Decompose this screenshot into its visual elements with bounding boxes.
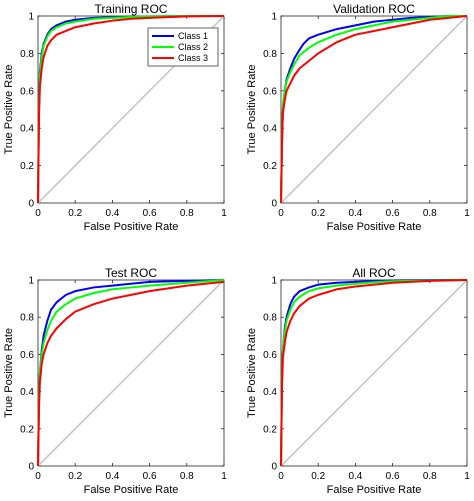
roc-curve-class-2	[280, 15, 467, 204]
x-tick-label: 0	[278, 471, 284, 482]
x-axis-label: False Positive Rate	[84, 484, 179, 496]
y-axis-label: True Positive Rate	[246, 328, 258, 418]
y-tick-label: 0.2	[263, 424, 277, 435]
x-tick-label: 0.4	[348, 208, 362, 219]
x-tick-label: 0.8	[423, 208, 437, 219]
x-tick-label: 0.6	[386, 208, 400, 219]
legend-label: Class 1	[178, 31, 208, 41]
x-tick-label: 0	[35, 208, 41, 219]
chart-title: Validation ROC	[333, 2, 415, 16]
roc-curve-class-2	[37, 15, 224, 204]
roc-curve-class-3	[37, 15, 225, 204]
y-axis-label: True Positive Rate	[3, 328, 15, 418]
x-tick-label: 0.8	[180, 471, 194, 482]
y-tick-label: 0.6	[263, 350, 277, 361]
y-axis-label: True Positive Rate	[3, 64, 15, 154]
x-tick-label: 0	[278, 208, 284, 219]
x-tick-label: 0.2	[68, 471, 82, 482]
y-tick-label: 0.8	[20, 49, 34, 60]
x-tick-label: 0.8	[423, 471, 437, 482]
x-axis-label: False Positive Rate	[84, 221, 179, 233]
x-axis-label: False Positive Rate	[327, 484, 422, 496]
x-tick-label: 0.4	[105, 208, 119, 219]
roc-panel-1: 0 0.2 0.4 0.6 0.8 1 0 0.2 0.4 0.6 0.8 1 Training ROC…	[3, 2, 227, 233]
y-tick-label: 1	[271, 12, 277, 23]
x-tick-label: 1	[221, 208, 227, 219]
y-tick-label: 0	[28, 199, 34, 210]
legend-label: Class 3	[178, 53, 208, 63]
x-tick-label: 1	[221, 471, 227, 482]
y-tick-label: 0.4	[20, 387, 34, 398]
roc-curve-class-3	[280, 279, 468, 467]
y-tick-label: 0.4	[20, 124, 34, 135]
y-tick-label: 0	[271, 462, 277, 473]
x-tick-label: 0.2	[311, 471, 325, 482]
chart-title: Training ROC	[95, 2, 168, 16]
roc-panel-2: 0 0.2 0.4 0.6 0.8 1 0 0.2 0.4 0.6 0.8 1 Validation R…	[246, 2, 470, 233]
y-tick-label: 0.8	[20, 313, 34, 324]
y-tick-label: 0.2	[20, 424, 34, 435]
y-tick-label: 1	[271, 276, 277, 287]
x-tick-label: 0.4	[348, 471, 362, 482]
roc-panel-4: 0 0.2 0.4 0.6 0.8 1 0 0.2 0.4 0.6 0.8 1 All ROC False…	[246, 266, 470, 496]
y-tick-label: 0.6	[20, 350, 34, 361]
y-tick-label: 0	[271, 199, 277, 210]
chart-title: Test ROC	[105, 266, 157, 280]
y-tick-label: 1	[28, 12, 34, 23]
y-tick-label: 0.6	[263, 86, 277, 97]
x-tick-label: 1	[464, 471, 470, 482]
y-tick-label: 0.2	[20, 161, 34, 172]
y-tick-label: 0.8	[263, 313, 277, 324]
y-tick-label: 1	[28, 276, 34, 287]
x-axis-label: False Positive Rate	[327, 221, 422, 233]
y-tick-label: 0.8	[263, 49, 277, 60]
roc-curve-class-2	[280, 279, 468, 467]
legend-label: Class 2	[178, 42, 208, 52]
y-tick-label: 0.2	[263, 161, 277, 172]
chance-diagonal-line	[280, 279, 468, 467]
x-tick-label: 0	[35, 471, 41, 482]
roc-curve-class-3	[280, 15, 468, 204]
y-tick-label: 0.4	[263, 124, 277, 135]
chance-diagonal-line	[37, 279, 225, 467]
roc-curve-class-3	[37, 280, 225, 467]
y-tick-label: 0	[28, 462, 34, 473]
chance-diagonal-line	[280, 15, 468, 204]
chart-title: All ROC	[352, 266, 396, 280]
x-tick-label: 0.2	[68, 208, 82, 219]
y-axis-label: True Positive Rate	[246, 64, 258, 154]
y-tick-label: 0.4	[263, 387, 277, 398]
y-tick-label: 0.6	[20, 86, 34, 97]
x-tick-label: 0.6	[143, 208, 157, 219]
x-tick-label: 0.2	[311, 208, 325, 219]
roc-panel-3: 0 0.2 0.4 0.6 0.8 1 0 0.2 0.4 0.6 0.8 1 Test ROC Fals…	[3, 266, 227, 496]
x-tick-label: 0.4	[105, 471, 119, 482]
x-tick-label: 0.6	[386, 471, 400, 482]
x-tick-label: 0.6	[143, 471, 157, 482]
x-tick-label: 1	[464, 208, 470, 219]
x-tick-label: 0.8	[180, 208, 194, 219]
